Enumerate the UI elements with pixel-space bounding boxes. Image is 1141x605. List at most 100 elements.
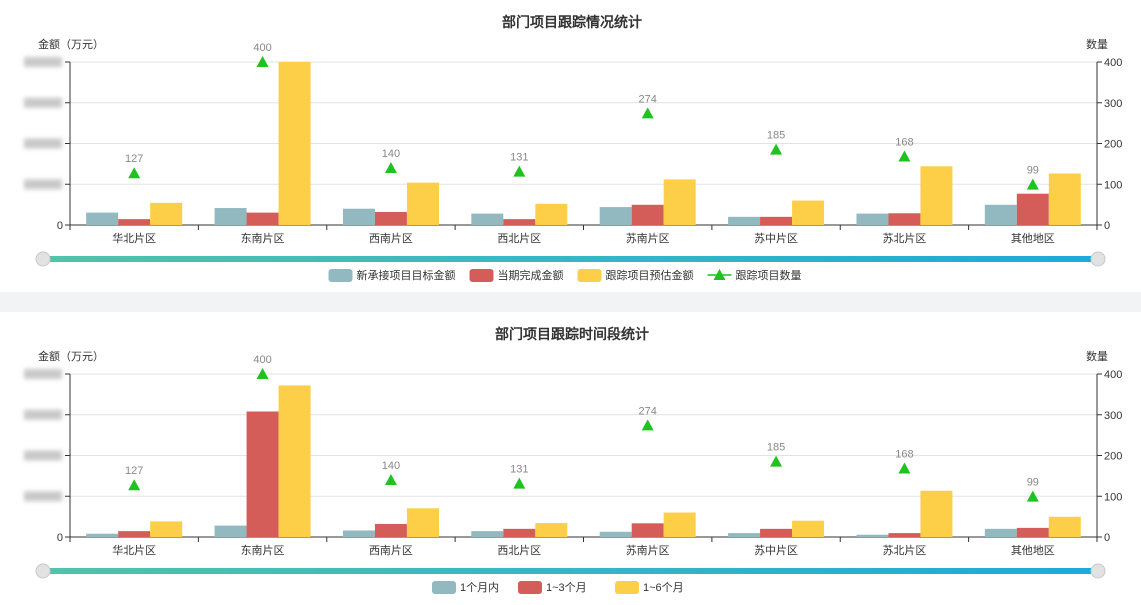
count-marker[interactable] bbox=[256, 56, 269, 67]
count-marker[interactable] bbox=[1026, 178, 1039, 190]
bar-3[interactable] bbox=[278, 62, 311, 225]
bar-3[interactable] bbox=[406, 182, 439, 225]
legend-item[interactable]: 跟踪项目预估金额 bbox=[577, 268, 694, 282]
count-marker[interactable] bbox=[384, 473, 397, 485]
legend-swatch bbox=[328, 269, 353, 282]
bar-3[interactable] bbox=[920, 490, 953, 537]
bar-1[interactable] bbox=[984, 528, 1017, 537]
count-marker[interactable] bbox=[641, 419, 654, 431]
y-left-tick-label-obscured bbox=[24, 138, 62, 149]
x-category-label: 苏中片区 bbox=[754, 232, 798, 245]
y-axis-right-name: 数量 bbox=[1086, 38, 1108, 51]
bar-2[interactable] bbox=[118, 219, 151, 225]
bar-3[interactable] bbox=[1048, 173, 1081, 225]
bar-1[interactable] bbox=[984, 204, 1017, 225]
x-category-label: 苏中片区 bbox=[754, 544, 798, 557]
bar-2[interactable] bbox=[888, 213, 921, 225]
bar-3[interactable] bbox=[535, 522, 568, 537]
legend-item[interactable]: 新承接项目目标金额 bbox=[328, 268, 456, 282]
count-marker[interactable] bbox=[513, 477, 526, 489]
bar-2[interactable] bbox=[374, 523, 407, 537]
x-category-label: 西南片区 bbox=[369, 232, 413, 245]
bar-2[interactable] bbox=[760, 528, 793, 537]
count-marker[interactable] bbox=[898, 462, 911, 474]
bar-2[interactable] bbox=[118, 531, 151, 537]
bar-1[interactable] bbox=[86, 212, 119, 225]
count-marker[interactable] bbox=[384, 161, 397, 173]
count-data-label: 131 bbox=[510, 464, 528, 476]
bar-2[interactable] bbox=[631, 204, 664, 225]
count-marker[interactable] bbox=[898, 150, 911, 162]
bar-2[interactable] bbox=[503, 528, 536, 537]
legend-swatch bbox=[518, 581, 542, 594]
bar-1[interactable] bbox=[856, 534, 889, 537]
bar-3[interactable] bbox=[1048, 516, 1081, 537]
count-data-label: 127 bbox=[125, 465, 143, 477]
y-left-tick-label-obscured bbox=[24, 450, 62, 461]
bar-2[interactable] bbox=[888, 533, 921, 537]
bar-3[interactable] bbox=[792, 520, 825, 537]
legend-item[interactable]: 1个月内 bbox=[432, 580, 499, 594]
count-data-label: 99 bbox=[1027, 477, 1039, 489]
bar-1[interactable] bbox=[86, 533, 119, 537]
count-marker[interactable] bbox=[128, 167, 141, 179]
bar-1[interactable] bbox=[728, 216, 761, 225]
bar-2[interactable] bbox=[631, 523, 664, 537]
bar-3[interactable] bbox=[150, 202, 183, 225]
legend-item[interactable]: 1~6个月 bbox=[615, 581, 684, 594]
bar-3[interactable] bbox=[406, 508, 439, 537]
legend-item[interactable]: 1~3个月 bbox=[518, 581, 587, 594]
y-left-tick-label-obscured bbox=[24, 369, 62, 379]
bar-3[interactable] bbox=[792, 200, 825, 225]
bar-2[interactable] bbox=[503, 219, 536, 225]
count-marker[interactable] bbox=[770, 143, 783, 155]
bar-1[interactable] bbox=[728, 533, 761, 537]
count-marker[interactable] bbox=[256, 368, 269, 379]
count-marker[interactable] bbox=[641, 107, 654, 119]
count-data-label: 185 bbox=[767, 130, 785, 142]
bar-3[interactable] bbox=[535, 203, 568, 225]
legend-item[interactable]: 当期完成金额 bbox=[469, 268, 564, 282]
count-marker[interactable] bbox=[128, 479, 141, 491]
datazoom-handle-start[interactable] bbox=[35, 563, 51, 579]
y-left-tick-label: 0 bbox=[57, 220, 63, 232]
y-axis-left-name: 金额（万元） bbox=[38, 349, 104, 363]
y-left-tick-label: 0 bbox=[57, 532, 63, 544]
bar-2[interactable] bbox=[246, 212, 279, 225]
count-marker[interactable] bbox=[1026, 490, 1039, 502]
bar-1[interactable] bbox=[342, 530, 375, 537]
count-data-label: 168 bbox=[895, 449, 913, 461]
bar-2[interactable] bbox=[760, 216, 793, 225]
count-marker[interactable] bbox=[513, 165, 526, 177]
bar-3[interactable] bbox=[920, 166, 953, 225]
bar-2[interactable] bbox=[1016, 527, 1049, 537]
x-category-label: 西北片区 bbox=[497, 232, 541, 245]
count-marker[interactable] bbox=[770, 455, 783, 467]
bar-1[interactable] bbox=[471, 213, 504, 225]
y-right-tick-label: 400 bbox=[1104, 57, 1122, 69]
bar-1[interactable] bbox=[214, 525, 247, 537]
bar-3[interactable] bbox=[150, 521, 183, 537]
datazoom-track[interactable] bbox=[43, 568, 1098, 574]
bar-1[interactable] bbox=[214, 208, 247, 225]
bar-3[interactable] bbox=[663, 179, 696, 225]
datazoom-handle-start[interactable] bbox=[35, 251, 51, 267]
bar-1[interactable] bbox=[856, 213, 889, 225]
datazoom-handle-end[interactable] bbox=[1090, 563, 1106, 579]
x-category-label: 华北片区 bbox=[112, 543, 156, 557]
bar-3[interactable] bbox=[278, 385, 311, 537]
datazoom-handle-end[interactable] bbox=[1090, 251, 1106, 267]
x-category-label: 东南片区 bbox=[241, 232, 285, 245]
bar-3[interactable] bbox=[663, 512, 696, 537]
bar-2[interactable] bbox=[374, 211, 407, 225]
datazoom-track[interactable] bbox=[43, 256, 1098, 262]
bar-2[interactable] bbox=[246, 411, 279, 537]
bar-1[interactable] bbox=[471, 531, 504, 537]
bar-2[interactable] bbox=[1016, 193, 1049, 225]
chart-title: 部门项目跟踪时间段统计 bbox=[495, 326, 649, 342]
bar-1[interactable] bbox=[599, 207, 632, 225]
legend-item[interactable]: 跟踪项目数量 bbox=[707, 268, 802, 282]
bar-1[interactable] bbox=[342, 208, 375, 225]
bar-1[interactable] bbox=[599, 531, 632, 537]
